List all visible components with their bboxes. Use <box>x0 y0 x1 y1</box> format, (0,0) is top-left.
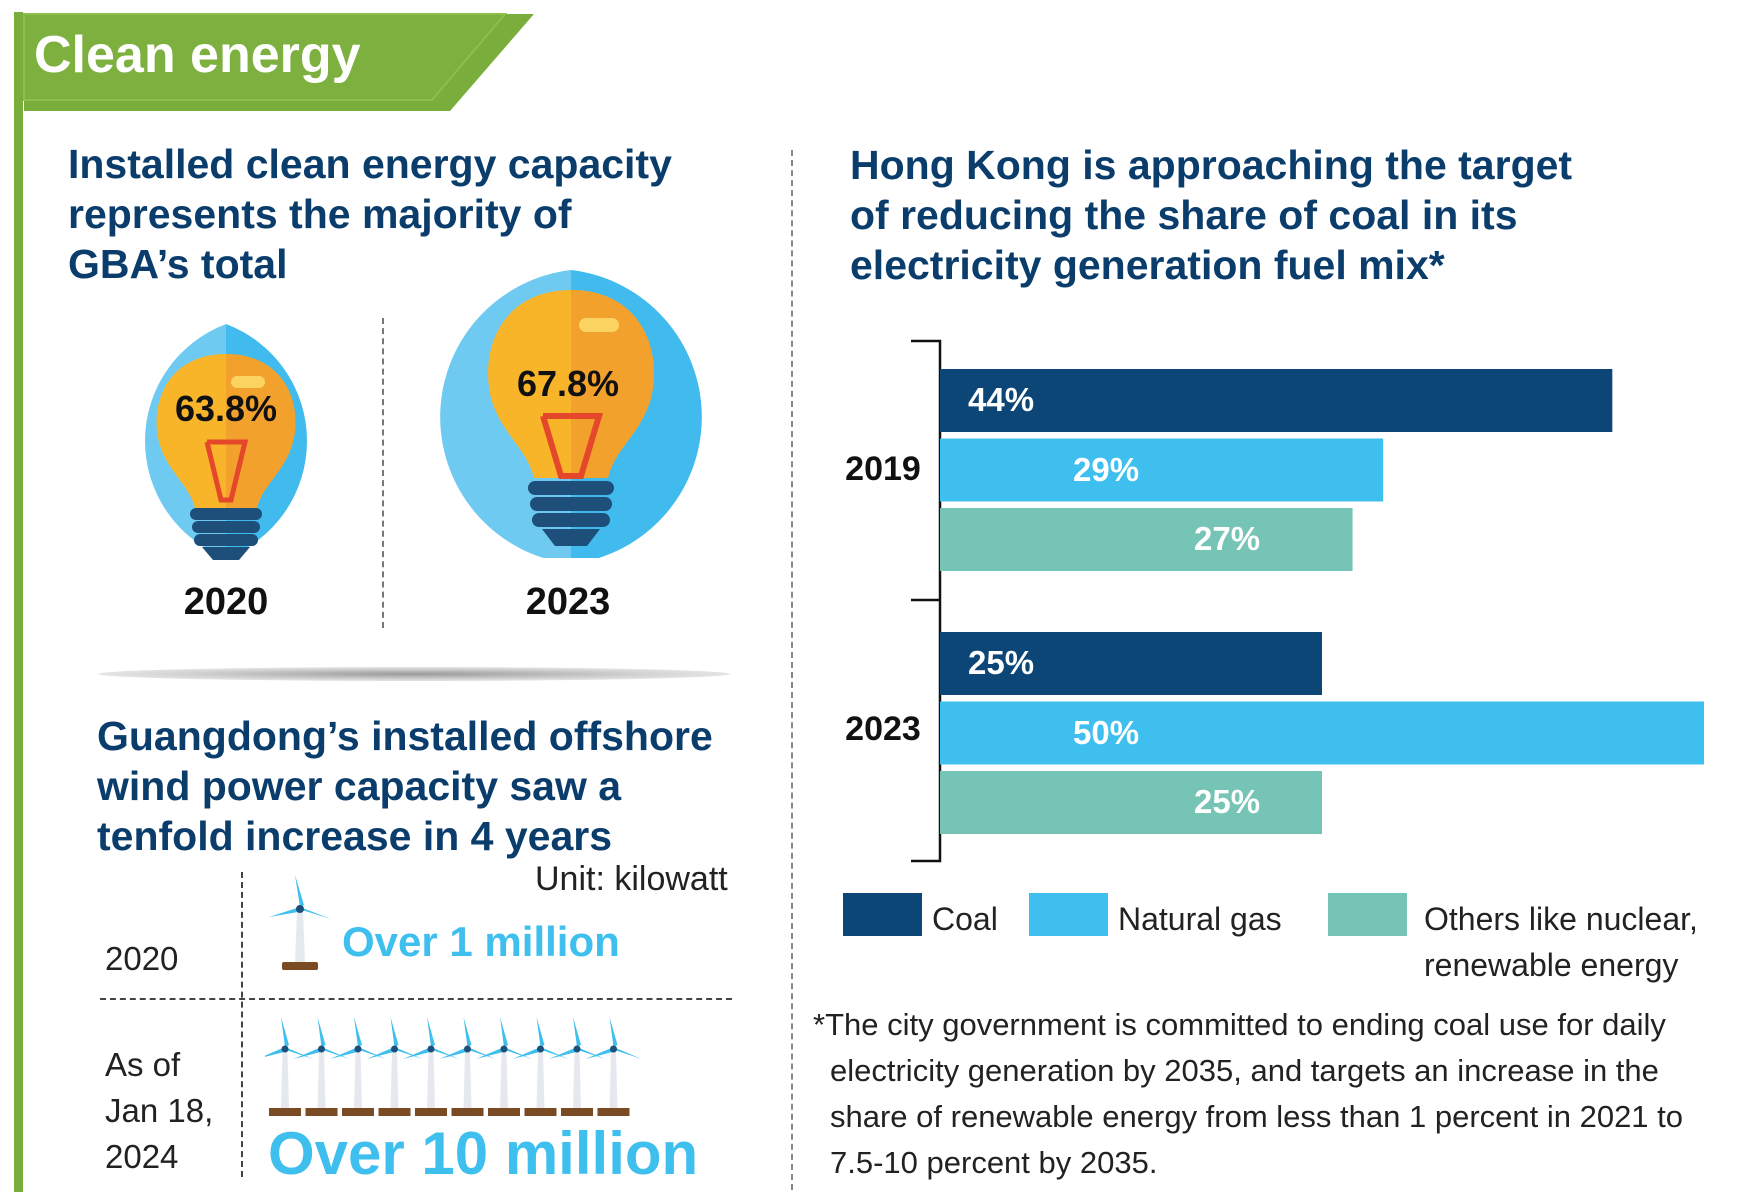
chart-category-2023: 2023 <box>845 710 921 748</box>
bulb-divider <box>382 318 384 628</box>
bar-2019-coal <box>940 369 1613 432</box>
wind-turbine-icon <box>330 1017 386 1116</box>
wind-turbine-icon <box>476 1017 532 1116</box>
wind-turbines-row <box>265 1017 642 1116</box>
bar-2023-natural <box>940 701 1704 765</box>
hk-footnote-line-2: electricity generation by 2035, and targ… <box>830 1053 1659 1088</box>
gba-heading: Installed clean energy capacity represen… <box>68 139 768 289</box>
wind-row-2020-value: Over 1 million <box>342 918 620 965</box>
wind-row-divider <box>100 998 732 1000</box>
wind-row-2020-label: 2020 <box>105 940 179 977</box>
gba-heading-line-3: GBA’s total <box>68 241 288 287</box>
bar-label-2019-others: 27% <box>1194 520 1261 557</box>
hk-footnote-line-3: share of renewable energy from less than… <box>830 1099 1684 1134</box>
wind-turbine-icon <box>512 1017 569 1116</box>
wind-row-2024-value: Over 10 million <box>268 1120 699 1187</box>
bar-label-2019-coal: 44% <box>968 381 1035 418</box>
bulb-2023-year: 2023 <box>525 581 611 623</box>
legend-label-natural-gas: Natural gas <box>1118 901 1282 937</box>
center-divider <box>791 150 793 1190</box>
hk-footnote-line-4: 7.5-10 percent by 2035. <box>830 1145 1158 1180</box>
wind-turbine-icon <box>366 1017 423 1116</box>
legend-label-others-line-1: Others like nuclear, <box>1424 901 1698 937</box>
legend-label-others-line-2: renewable energy <box>1424 947 1679 983</box>
hk-heading-line-2: of reducing the share of coal in its <box>850 192 1518 238</box>
gba-heading-line-2: represents the majority of <box>68 191 572 237</box>
wind-heading: Guangdong’s installed offshore wind powe… <box>97 711 797 861</box>
bar-label-2023-coal: 25% <box>968 644 1035 681</box>
wind-turbine-icon <box>403 1017 459 1116</box>
wind-row-2024-label-line-1: As of <box>105 1046 181 1083</box>
legend-label-others: Others like nuclear, renewable energy <box>1424 896 1698 988</box>
chart-category-2019: 2019 <box>845 450 921 488</box>
bar-2023-others <box>940 771 1322 834</box>
section-shadow-divider <box>98 667 730 681</box>
gba-heading-line-1: Installed clean energy capacity <box>68 141 672 187</box>
hk-footnote-line-1: *The city government is committed to end… <box>813 1007 1666 1042</box>
bar-2019-natural <box>940 438 1384 502</box>
bulb-2023-percent: 67.8% <box>516 363 620 404</box>
bulb-2023-graphic <box>440 270 702 558</box>
hk-footnote: *The city government is committed to end… <box>813 1002 1731 1186</box>
wind-row-2024-label: As of Jan 18, 2024 <box>105 1042 213 1180</box>
wind-unit-label: Unit: kilowatt <box>535 860 728 898</box>
bulb-2020-percent: 63.8% <box>174 388 278 429</box>
wind-turbine-icon <box>269 875 331 970</box>
bar-label-2019-natural: 29% <box>1073 450 1140 488</box>
wind-heading-line-3: tenfold increase in 4 years <box>97 813 613 859</box>
hk-heading-line-1: Hong Kong is approaching the target <box>850 142 1573 188</box>
legend-swatch-coal <box>843 893 922 936</box>
wind-heading-line-1: Guangdong’s installed offshore <box>97 713 713 759</box>
bulb-2020-year: 2020 <box>183 581 269 623</box>
wind-turbine-icon <box>265 1017 313 1116</box>
wind-heading-line-2: wind power capacity saw a <box>97 763 622 809</box>
bulb-2020-graphic <box>144 324 308 560</box>
wind-turbine-icon <box>293 1017 350 1116</box>
wind-vertical-divider <box>241 872 243 1177</box>
wind-turbine-icon <box>585 1017 642 1116</box>
legend-label-coal: Coal <box>932 901 998 937</box>
left-accent-bar <box>14 12 23 1192</box>
bar-label-2023-others: 25% <box>1194 783 1261 820</box>
bar-label-2023-natural: 50% <box>1073 713 1140 751</box>
header-title: Clean energy <box>34 26 361 84</box>
wind-row-2024-label-line-3: 2024 <box>105 1138 179 1175</box>
wind-turbine-icon <box>439 1017 496 1116</box>
wind-row-2024-label-line-2: Jan 18, <box>105 1092 214 1129</box>
hk-heading: Hong Kong is approaching the target of r… <box>850 140 1720 290</box>
wind-turbine-icon <box>549 1017 605 1116</box>
header-banner <box>23 13 534 111</box>
bar-2019-others <box>940 508 1353 571</box>
legend-swatch-others <box>1328 893 1407 936</box>
hk-heading-line-3: electricity generation fuel mix* <box>850 242 1445 288</box>
legend-swatch-natural-gas <box>1029 893 1108 936</box>
